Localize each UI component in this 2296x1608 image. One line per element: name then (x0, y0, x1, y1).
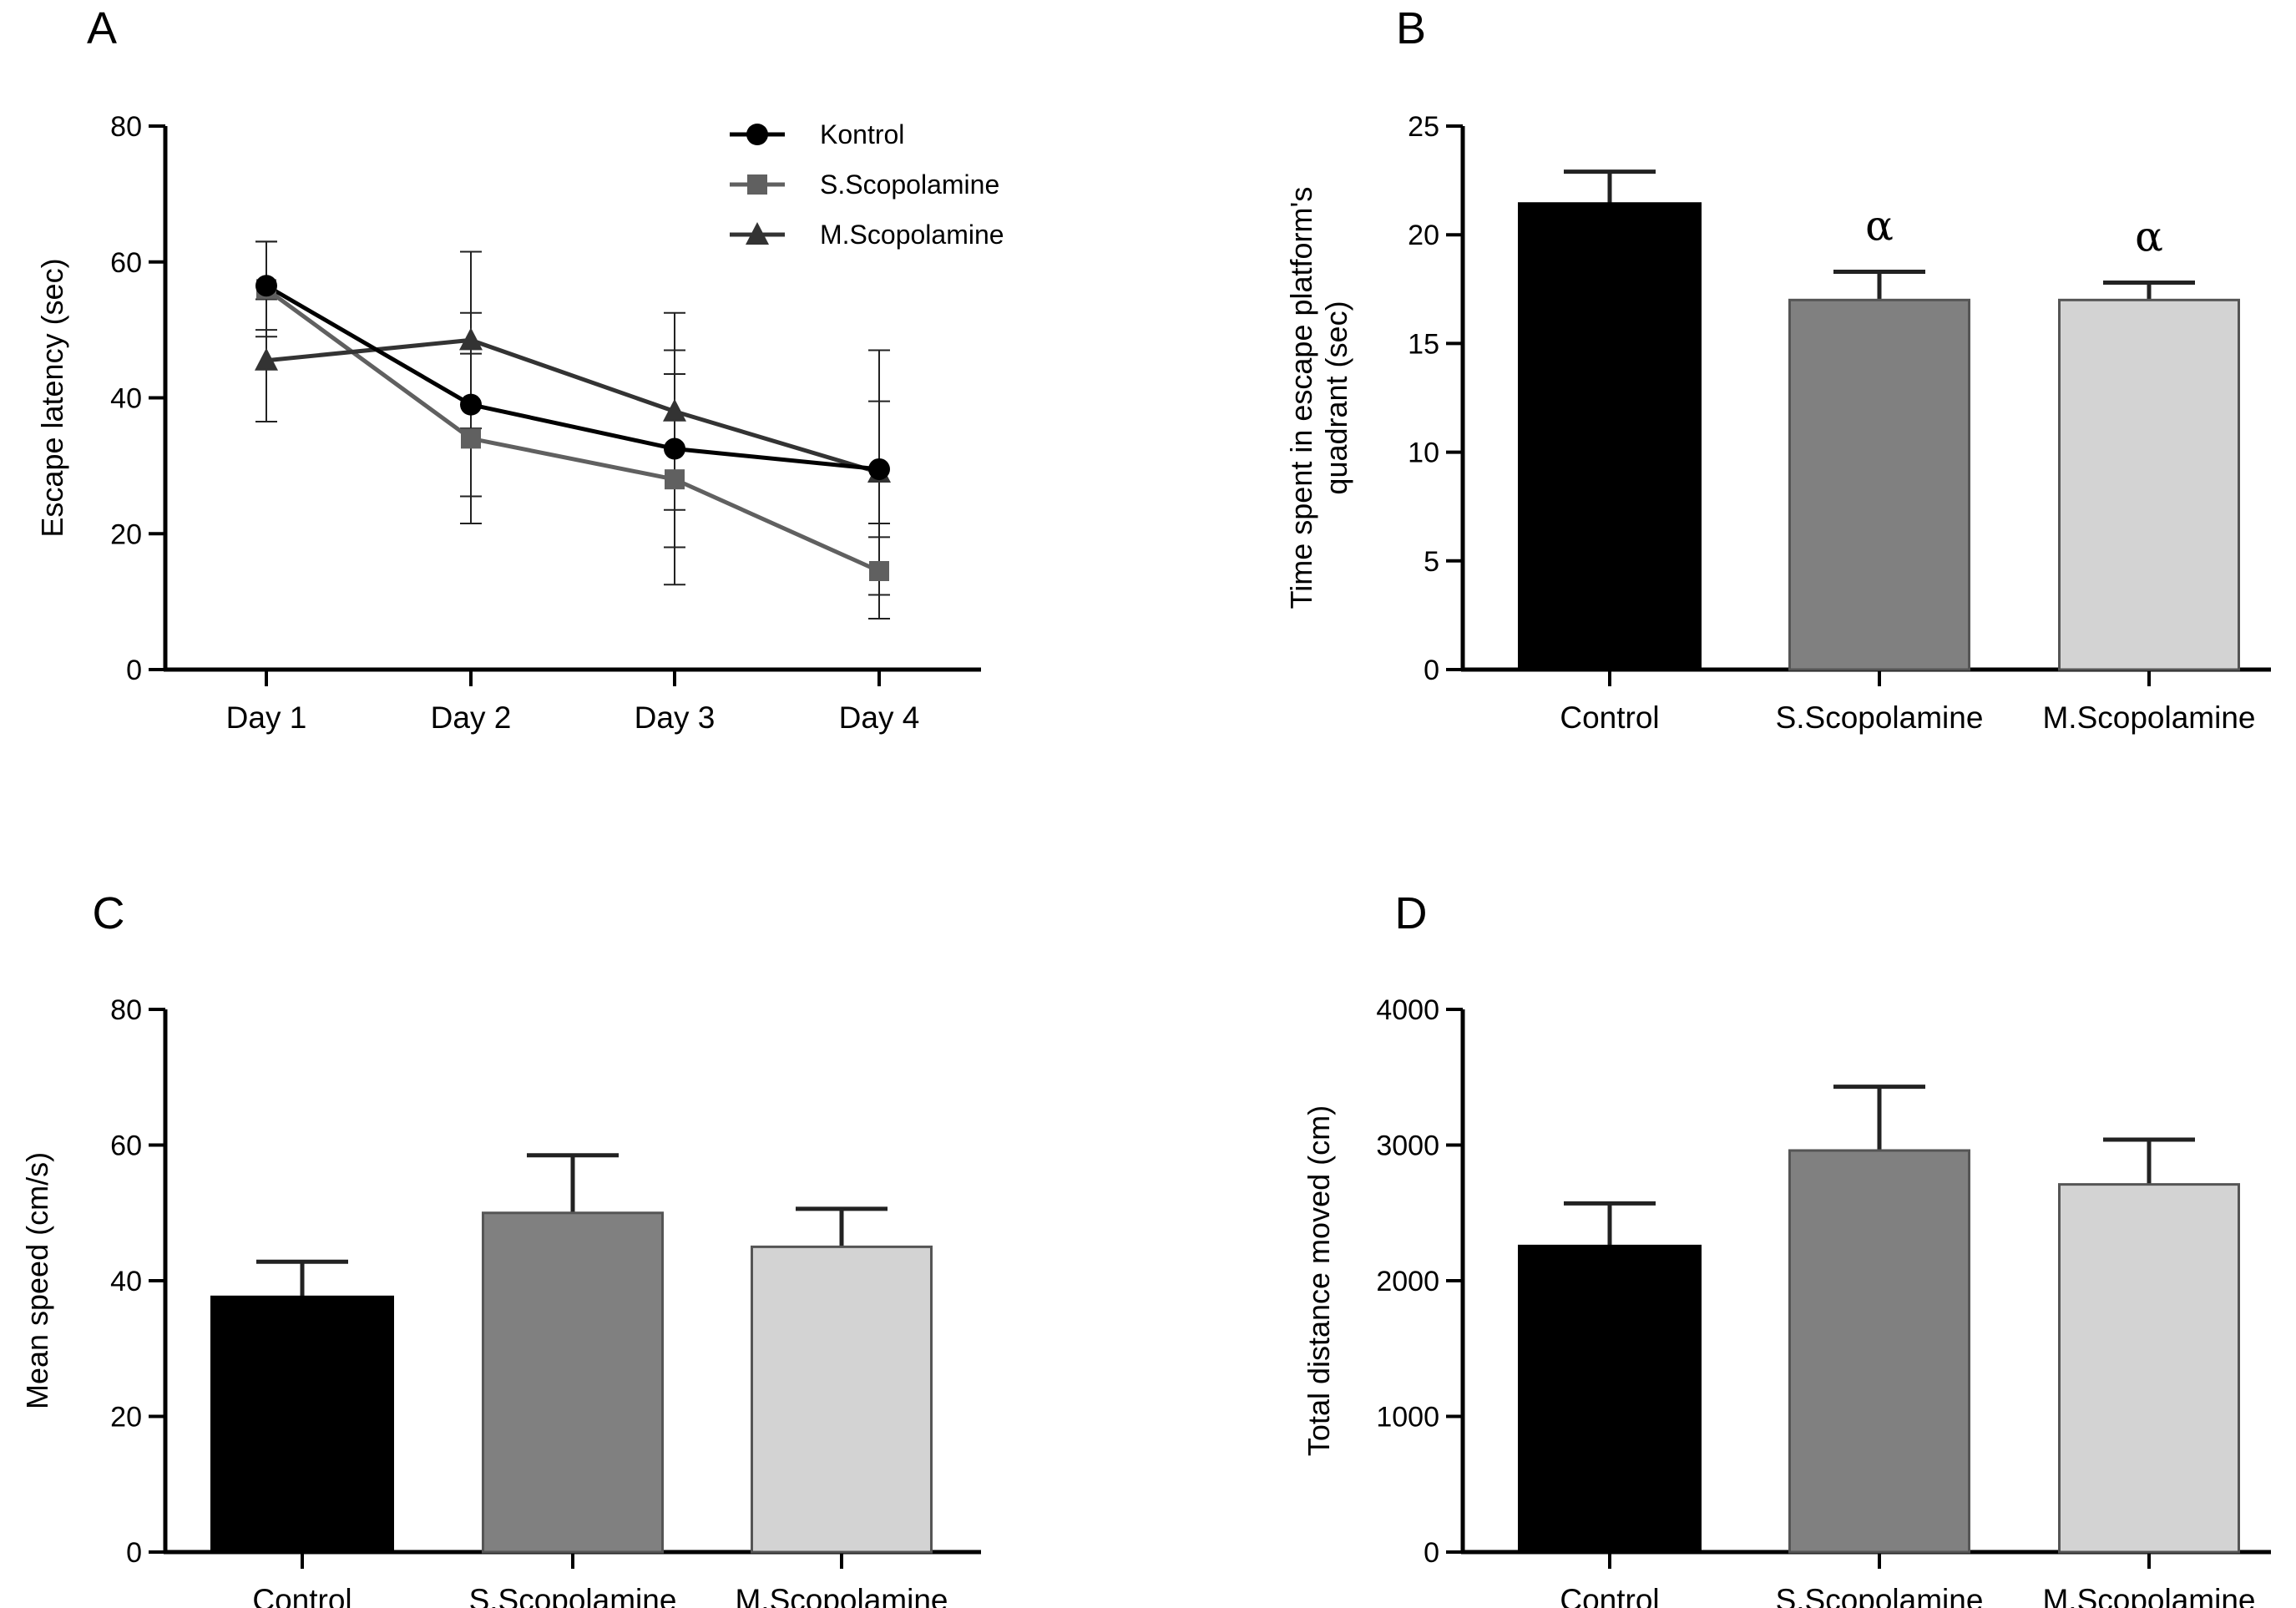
bar (210, 1295, 394, 1555)
y-tick-label: 10 (1408, 437, 1439, 469)
panel-c: C 0 20 40 60 80 Control S.Scopolamine M.Scopolam… (20, 888, 981, 1608)
legend-label: S.Scopolamine (820, 169, 999, 200)
panel-d: D 0 1000 2000 3000 4000 Control S.Scopolamine M.… (1302, 888, 2271, 1608)
series-line (265, 287, 881, 574)
bar (1788, 298, 1970, 671)
x-tick-label: S.Scopolamine (1776, 700, 1984, 735)
data-point (461, 428, 481, 449)
x-tick-label: M.Scopolamine (2042, 1583, 2255, 1608)
data-point (868, 458, 890, 480)
panel-label: B (1396, 3, 1426, 53)
series-line (265, 284, 880, 472)
data-point (747, 174, 767, 195)
bar (751, 1245, 933, 1554)
data-point (746, 124, 768, 145)
y-tick-label: 40 (110, 1266, 142, 1297)
bar (482, 1211, 664, 1554)
y-tick-label: 25 (1408, 111, 1439, 143)
data-point (663, 398, 686, 422)
panel-label: D (1395, 888, 1428, 938)
bar (1788, 1149, 1970, 1554)
bar (1518, 202, 1702, 672)
x-tick-label: S.Scopolamine (1776, 1583, 1984, 1608)
bar (1518, 1244, 1702, 1555)
x-tick-label: S.Scopolamine (469, 1583, 677, 1608)
legend-label: M.Scopolamine (820, 220, 1004, 250)
data-point (459, 327, 483, 351)
legend-label: Kontrol (820, 119, 904, 149)
y-tick-label: 0 (126, 655, 142, 686)
panel-label: C (93, 888, 125, 938)
y-tick-label: 0 (1424, 1537, 1439, 1569)
y-tick-label: 80 (110, 111, 142, 143)
y-tick-label: 0 (1424, 655, 1439, 686)
bar (2058, 1183, 2240, 1554)
panel-a: A 0 20 40 60 80 Day 1 Day 2 Day 3 Day 4 Escape lat… (35, 3, 1004, 735)
y-tick-label: 20 (110, 1402, 142, 1434)
x-tick-label: Day 2 (431, 700, 512, 735)
x-tick-label: Control (1560, 700, 1659, 735)
y-tick-label: 15 (1408, 328, 1439, 360)
y-tick-label: 4000 (1376, 994, 1439, 1026)
y-tick-label: 60 (110, 247, 142, 279)
data-point (869, 561, 889, 582)
data-point (746, 222, 769, 245)
data-point (664, 437, 685, 460)
data-point (460, 393, 482, 416)
y-tick-label: 80 (110, 994, 142, 1026)
y-axis-title-line: Total distance moved (cm) (1302, 1105, 1336, 1456)
x-tick-label: Day 1 (226, 700, 307, 735)
y-axis-title-line: quadrant (sec) (1319, 301, 1353, 494)
y-tick-label: 0 (126, 1537, 142, 1569)
y-axis-title-line: Mean speed (cm/s) (20, 1152, 54, 1409)
panel-label: A (87, 3, 117, 53)
y-axis-title: Escape latency (sec) (35, 258, 69, 537)
y-tick-label: 5 (1424, 546, 1439, 578)
y-tick-label: 1000 (1376, 1402, 1439, 1434)
y-tick-label: 60 (110, 1130, 142, 1162)
legend: Kontrol S.Scopolamine M.Scopolamine (730, 119, 1004, 250)
x-tick-label: Control (1560, 1583, 1659, 1608)
data-point (255, 347, 278, 371)
x-tick-label: M.Scopolamine (2042, 700, 2255, 735)
x-tick-label: M.Scopolamine (735, 1583, 948, 1608)
x-tick-label: Day 3 (635, 700, 716, 735)
data-point (665, 469, 685, 490)
y-tick-label: 2000 (1376, 1266, 1439, 1297)
x-tick-label: Day 4 (839, 700, 920, 735)
x-tick-label: Control (252, 1583, 351, 1608)
series-line (266, 337, 880, 475)
panel-b: B 0 5 10 15 20 25 Control S.Scopolamine M.Scopola… (1284, 3, 2271, 735)
bar (2058, 298, 2240, 671)
y-axis-title-line: Time spent in escape platform's (1284, 187, 1318, 609)
y-tick-label: 3000 (1376, 1130, 1439, 1162)
significance-marker: α (2135, 212, 2163, 260)
y-tick-label: 20 (110, 518, 142, 550)
significance-marker: α (1865, 201, 1894, 250)
y-tick-label: 40 (110, 383, 142, 415)
y-tick-label: 20 (1408, 220, 1439, 251)
data-point (255, 275, 277, 297)
